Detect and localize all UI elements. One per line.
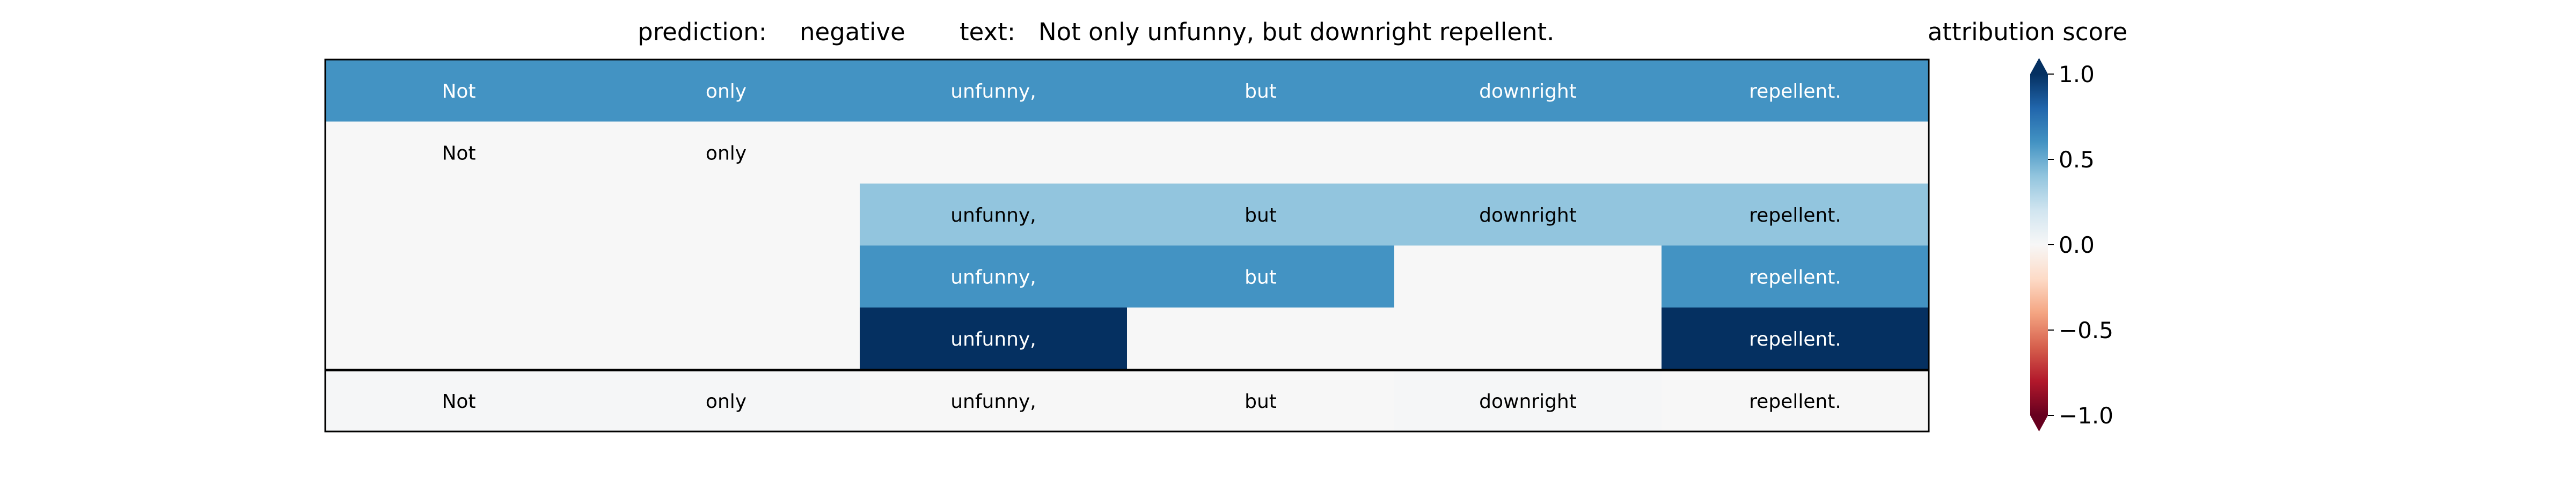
summary-token-label: repellent. xyxy=(1749,391,1841,413)
heatmap-cell xyxy=(1127,245,1395,308)
colorbar-tick-label: 0.5 xyxy=(2059,147,2095,173)
summary-token-label: unfunny, xyxy=(950,391,1036,413)
heatmap-cell xyxy=(325,60,593,122)
heatmap-cell xyxy=(1127,121,1395,184)
heatmap-token-label: unfunny, xyxy=(950,328,1036,350)
heatmap-cell xyxy=(1394,121,1662,184)
colorbar-tick-label: 1.0 xyxy=(2059,61,2095,87)
colorbar-tick-label: 0.0 xyxy=(2059,232,2095,258)
heatmap-cell xyxy=(860,245,1128,308)
summary-cell xyxy=(325,370,593,432)
heatmap-cell xyxy=(860,60,1128,122)
heatmap-cell xyxy=(592,184,860,246)
heatmap-cell xyxy=(592,60,860,122)
heatmap-cell xyxy=(592,308,860,370)
heatmap-cell xyxy=(592,245,860,308)
summary-token-label: but xyxy=(1245,391,1277,413)
summary-cell xyxy=(1394,370,1662,432)
heatmap-cell xyxy=(1127,308,1395,370)
prediction-value: negative xyxy=(800,18,905,46)
heatmap-token-label: unfunny, xyxy=(950,80,1036,103)
summary-cell xyxy=(1127,370,1395,432)
summary-cell xyxy=(1662,370,1929,432)
heatmap-cell xyxy=(860,121,1128,184)
heatmap-cell xyxy=(592,121,860,184)
colorbar-extend-bottom xyxy=(2030,415,2048,431)
heatmap-cell xyxy=(1127,60,1395,122)
heatmap-token-label: repellent. xyxy=(1749,266,1841,288)
heatmap-token-label: repellent. xyxy=(1749,328,1841,350)
heatmap-summary: Not only unfunny, but downright repellent. xyxy=(325,370,1929,432)
summary-token-label: only xyxy=(706,391,747,413)
prediction-label: prediction: xyxy=(638,18,767,46)
heatmap-cell xyxy=(860,184,1128,246)
heatmap-cell xyxy=(1662,60,1929,122)
summary-cell xyxy=(592,370,860,432)
text-label: text: xyxy=(960,18,1015,46)
heatmap-cell xyxy=(1394,308,1662,370)
summary-token-label: Not xyxy=(442,391,475,413)
heatmap-cell xyxy=(1662,184,1929,246)
heatmap-borders xyxy=(324,58,1930,433)
colorbar: 1.0 0.5 0.0 −0.5 −1.0 xyxy=(2030,58,2113,431)
heatmap-token-label: repellent. xyxy=(1749,204,1841,226)
heatmap-cell xyxy=(325,245,593,308)
heatmap-token-label: downright xyxy=(1479,80,1577,103)
heatmap-cell xyxy=(1394,245,1662,308)
heatmap-cell xyxy=(1394,60,1662,122)
heatmap-cell xyxy=(1662,245,1929,308)
heatmap-token-label: repellent. xyxy=(1749,80,1841,103)
summary-cell xyxy=(860,370,1128,432)
colorbar-gradient xyxy=(2030,74,2048,415)
colorbar-tick-label: −1.0 xyxy=(2059,402,2113,429)
heatmap-token-label: only xyxy=(706,142,747,164)
heatmap-cell xyxy=(1127,184,1395,246)
heatmap-token-label: only xyxy=(706,80,747,103)
heatmap-cell xyxy=(325,308,593,370)
heatmap-token-label: but xyxy=(1245,80,1277,103)
heatmap-main: Not only unfunny, but downright repellent. Not… xyxy=(325,60,1929,370)
colorbar-title: attribution score xyxy=(1928,18,2127,46)
heatmap-token-label: Not xyxy=(442,142,475,164)
heatmap-cell xyxy=(1394,184,1662,246)
heatmap-cell xyxy=(1662,308,1929,370)
heatmap-token-label: unfunny, xyxy=(950,204,1036,226)
text-value: Not only unfunny, but downright repellen… xyxy=(1038,18,1554,46)
heatmap-cell xyxy=(325,121,593,184)
summary-token-label: downright xyxy=(1479,391,1577,413)
heatmap-cell xyxy=(860,308,1128,370)
heatmap-token-label: Not xyxy=(442,80,475,103)
colorbar-extend-top xyxy=(2030,58,2048,74)
heatmap-token-label: but xyxy=(1245,266,1277,288)
heatmap-token-label: but xyxy=(1245,204,1277,226)
heatmap-cell xyxy=(325,184,593,246)
heatmap-token-label: unfunny, xyxy=(950,266,1036,288)
heatmap-token-label: downright xyxy=(1479,204,1577,226)
colorbar-tick-label: −0.5 xyxy=(2059,317,2113,343)
heatmap-cell xyxy=(1662,121,1929,184)
